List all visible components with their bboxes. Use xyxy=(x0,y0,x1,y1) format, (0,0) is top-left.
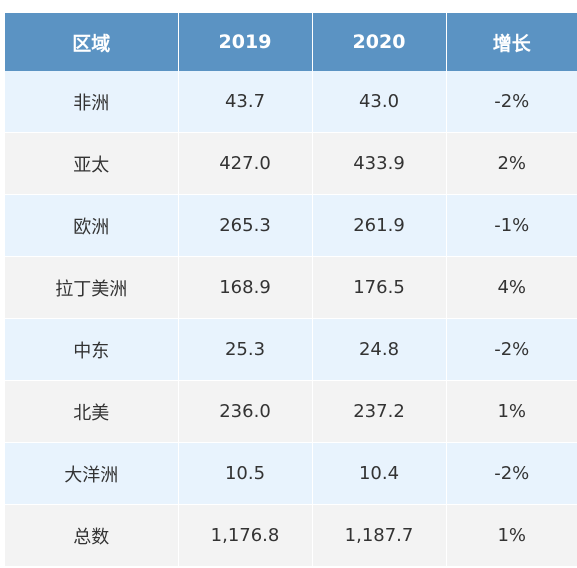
cell-growth: -2% xyxy=(446,71,577,133)
cell-2019: 25.3 xyxy=(178,318,313,381)
table-row: 北美 236.0 237.2 1% xyxy=(5,380,577,443)
table-row: 亚太 427.0 433.9 2% xyxy=(5,132,577,195)
cell-2019: 236.0 xyxy=(178,380,313,443)
cell-2019: 168.9 xyxy=(178,256,313,319)
table-row: 欧洲 265.3 261.9 -1% xyxy=(5,194,577,257)
cell-region: 北美 xyxy=(5,380,179,443)
cell-2020: 433.9 xyxy=(312,132,447,195)
cell-2020: 261.9 xyxy=(312,194,447,257)
header-growth: 增长 xyxy=(446,13,577,71)
cell-2020: 1,187.7 xyxy=(312,504,447,567)
cell-region: 总数 xyxy=(5,504,179,567)
cell-2020: 43.0 xyxy=(312,71,447,133)
cell-2019: 427.0 xyxy=(178,132,313,195)
cell-region: 大洋洲 xyxy=(5,442,179,505)
cell-region: 中东 xyxy=(5,318,179,381)
header-row: 区域 2019 2020 增长 xyxy=(5,13,577,71)
cell-growth: -2% xyxy=(446,318,577,381)
cell-2019: 43.7 xyxy=(178,71,313,133)
table-row-total: 总数 1,176.8 1,187.7 1% xyxy=(5,504,577,567)
cell-region: 亚太 xyxy=(5,132,179,195)
table-row: 大洋洲 10.5 10.4 -2% xyxy=(5,442,577,505)
cell-2020: 24.8 xyxy=(312,318,447,381)
cell-2020: 10.4 xyxy=(312,442,447,505)
cell-growth: 2% xyxy=(446,132,577,195)
cell-growth: 4% xyxy=(446,256,577,319)
table-row: 拉丁美洲 168.9 176.5 4% xyxy=(5,256,577,319)
table-body: 非洲 43.7 43.0 -2% 亚太 427.0 433.9 2% 欧洲 26… xyxy=(5,71,577,567)
cell-growth: 1% xyxy=(446,380,577,443)
cell-region: 拉丁美洲 xyxy=(5,256,179,319)
table-header: 区域 2019 2020 增长 xyxy=(5,13,577,71)
cell-2019: 10.5 xyxy=(178,442,313,505)
cell-region: 欧洲 xyxy=(5,194,179,257)
regional-data-table: 区域 2019 2020 增长 非洲 43.7 43.0 -2% 亚太 427.… xyxy=(5,13,577,567)
cell-growth: -1% xyxy=(446,194,577,257)
cell-2020: 176.5 xyxy=(312,256,447,319)
cell-2019: 265.3 xyxy=(178,194,313,257)
table-row: 非洲 43.7 43.0 -2% xyxy=(5,71,577,133)
header-2019: 2019 xyxy=(178,13,313,71)
table-row: 中东 25.3 24.8 -2% xyxy=(5,318,577,381)
header-2020: 2020 xyxy=(312,13,447,71)
cell-2020: 237.2 xyxy=(312,380,447,443)
cell-region: 非洲 xyxy=(5,71,179,133)
cell-growth: 1% xyxy=(446,504,577,567)
header-region: 区域 xyxy=(5,13,179,71)
cell-growth: -2% xyxy=(446,442,577,505)
cell-2019: 1,176.8 xyxy=(178,504,313,567)
